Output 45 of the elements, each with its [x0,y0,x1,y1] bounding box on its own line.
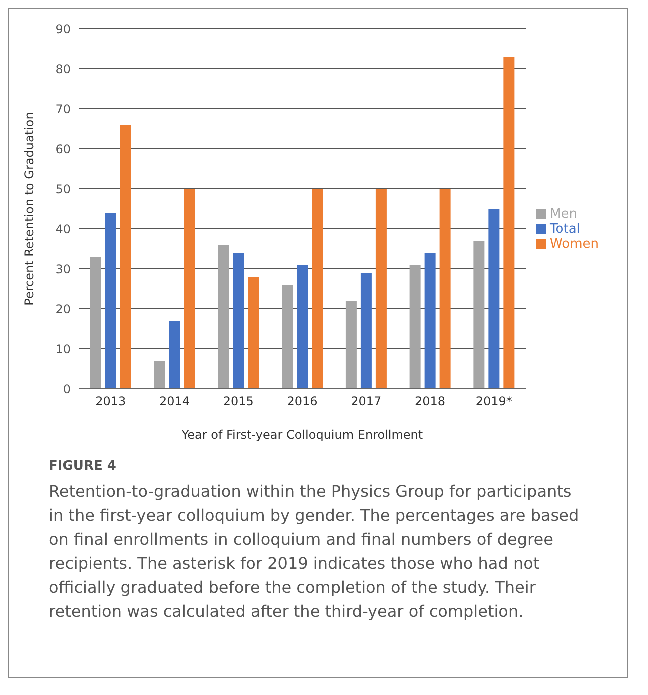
bar [248,277,260,389]
y-axis-title: Percent Retention to Graduation [22,112,36,306]
x-axis-title: Year of First-year Colloquium Enrollment [180,428,424,442]
bar [218,245,230,389]
bar [488,209,500,389]
bar [120,125,132,389]
bar [504,57,515,389]
legend-label: Total [550,222,580,236]
bar [105,213,116,389]
bar [360,273,372,389]
y-tick-label: 60 [56,142,71,156]
y-tick-label: 50 [56,182,71,196]
x-tick-label: 2016 [287,394,318,409]
bar [297,265,308,389]
y-tick-label: 30 [56,262,71,276]
bar [184,189,196,389]
bar [376,189,387,389]
bar [312,189,324,389]
y-tick-label: 80 [56,62,71,76]
bar [410,265,421,389]
caption: FIGURE 4 [49,459,118,474]
text: Retention-to-graduation within the Physics Group for participants in the first-year colloquium by gender. The percentages are based on final enrollments in colloquium and final numbers of degree recipients. The asterisk for 2019 indicates those who had not officially graduated before the completion of the study. Their retention was calculated after the third-year of completion. [49,481,580,623]
bar [169,321,180,389]
bar [233,253,244,389]
y-tick-label: 90 [56,22,71,36]
x-tick-label: 2019* [476,394,512,409]
y-tick-label: 20 [56,302,71,316]
y-tick-label: 40 [56,222,71,236]
x-tick-label: 2013 [96,394,126,409]
bar [90,257,102,389]
x-tick-label: 2015 [223,394,254,409]
y-tick-label: 70 [56,102,71,116]
bar [440,189,451,389]
legend-label: Men [550,206,578,222]
x-tick-label: 2014 [160,394,190,409]
bar [424,253,436,389]
x-tick-label: 2017 [351,394,382,409]
bar [346,301,357,389]
bar [282,285,294,389]
legend-label: Women [550,236,599,252]
y-tick-label: 0 [63,382,71,396]
x-tick-label: 2018 [414,394,446,409]
bar [154,361,166,389]
bar [474,241,485,389]
y-tick-label: 10 [56,342,71,356]
